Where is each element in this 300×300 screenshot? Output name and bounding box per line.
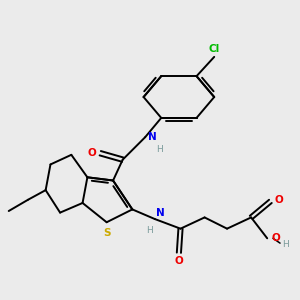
Text: S: S: [103, 228, 110, 238]
Text: O: O: [271, 233, 280, 243]
Text: N: N: [148, 132, 157, 142]
Text: O: O: [175, 256, 183, 266]
Text: H: H: [156, 145, 163, 154]
Text: H: H: [147, 226, 153, 235]
Text: O: O: [88, 148, 96, 158]
Text: N: N: [156, 208, 165, 218]
Text: H: H: [282, 240, 288, 249]
Text: O: O: [274, 195, 283, 205]
Text: Cl: Cl: [208, 44, 220, 54]
